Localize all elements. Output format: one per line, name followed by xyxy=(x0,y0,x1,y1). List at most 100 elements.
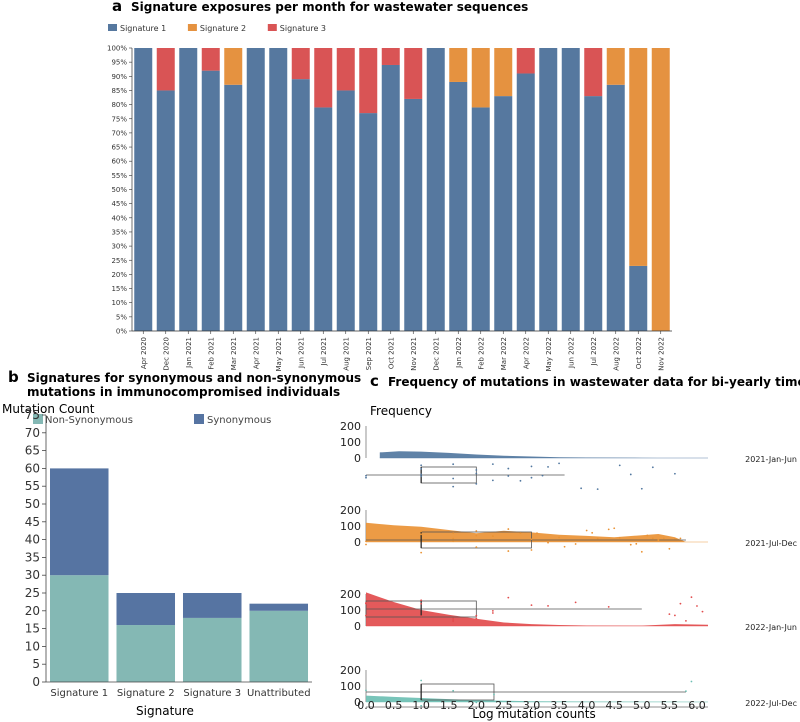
rain-point xyxy=(519,479,522,482)
bar-2-22 xyxy=(629,48,648,266)
x-tick-label: 5.0 xyxy=(633,699,651,712)
legend-label-1: Signature 1 xyxy=(120,24,166,33)
x-tick-label: Aug 2021 xyxy=(342,337,350,371)
x-tick-label: Apr 2021 xyxy=(252,337,260,369)
rain-point xyxy=(646,534,649,537)
bar-1-16 xyxy=(494,96,513,331)
y-tick-label: 100% xyxy=(107,45,127,53)
rain-point xyxy=(507,528,510,530)
rain-point xyxy=(696,605,698,607)
bar-nonsyn-2 xyxy=(182,617,242,682)
legend-label-3: Signature 3 xyxy=(280,24,326,33)
x-tick-label: Jan 2022 xyxy=(455,337,463,369)
rain-point xyxy=(475,469,478,471)
panel-c-chart: 200 100 0 2021-Jan-Jun 200 100 0 2021-Jul-Dec 20… xyxy=(340,420,797,712)
group-label: 2022-Jan-Jun xyxy=(745,623,797,632)
panel-a-label: a xyxy=(112,0,122,15)
rain-point xyxy=(640,487,643,490)
bar-syn-2 xyxy=(182,593,242,618)
rain-point xyxy=(657,538,660,541)
bar-syn-1 xyxy=(116,593,176,626)
density-area-2022-Jul-Dec xyxy=(366,695,708,702)
rain-point xyxy=(420,615,423,618)
bar-1-9 xyxy=(336,90,355,331)
bar-1-11 xyxy=(381,64,400,331)
x-tick-label: Nov 2021 xyxy=(410,337,418,371)
rain-point xyxy=(365,476,367,479)
panel-a-legend: Signature 1 Signature 2 Signature 3 xyxy=(108,24,326,33)
x-tick-label: Jul 2021 xyxy=(320,337,328,367)
x-tick-label: 2.0 xyxy=(468,699,486,712)
y-tick-label: 0 xyxy=(354,620,361,633)
y-tick-label: 40 xyxy=(25,533,40,547)
bar-1-1 xyxy=(156,90,175,331)
rain-point xyxy=(365,543,367,546)
x-tick-label: 6.0 xyxy=(688,699,706,712)
x-tick-label: 1.0 xyxy=(412,699,430,712)
rain-point xyxy=(452,619,455,622)
bar-2-16 xyxy=(494,48,513,97)
y-tick-label: 5% xyxy=(116,313,127,321)
x-tick-label: Dec 2020 xyxy=(162,337,170,371)
rain-point xyxy=(475,617,478,620)
y-tick-label: 30% xyxy=(111,243,127,251)
density-area-2021-Jul-Dec xyxy=(366,522,686,542)
x-tick-label: May 2022 xyxy=(545,337,553,372)
rain-point xyxy=(452,477,455,480)
panel-c-ylabel: Frequency xyxy=(370,404,432,418)
y-tick-label: 0 xyxy=(354,536,361,549)
rain-point xyxy=(662,537,665,540)
legend-label-2: Signature 2 xyxy=(200,24,246,33)
bar-3-3 xyxy=(201,48,220,71)
bar-nonsyn-3 xyxy=(249,610,309,682)
x-tick-label: 1.5 xyxy=(440,699,458,712)
rain-point xyxy=(475,472,478,475)
y-tick-label: 100 xyxy=(340,680,361,693)
bar-1-22 xyxy=(629,265,648,331)
bar-3-1 xyxy=(156,48,175,91)
panel-a-title: Signature exposures per month for wastew… xyxy=(131,0,528,14)
panel-b-title-line1: Signatures for synonymous and non-synony… xyxy=(27,371,361,385)
x-tick-label: Unattributed xyxy=(247,688,311,699)
rain-point xyxy=(491,609,494,612)
bar-3-8 xyxy=(314,48,333,108)
bar-1-8 xyxy=(314,107,333,332)
rain-point xyxy=(452,540,455,543)
y-tick-label: 90% xyxy=(111,73,127,81)
x-tick-label: Feb 2021 xyxy=(207,337,215,369)
panel-b-label: b xyxy=(8,368,19,386)
rain-point xyxy=(507,596,510,599)
y-tick-label: 70% xyxy=(111,129,127,137)
rain-point xyxy=(420,530,423,533)
rain-point xyxy=(613,527,616,530)
rain-point xyxy=(491,463,494,466)
bar-1-17 xyxy=(516,73,535,331)
bar-nonsyn-1 xyxy=(116,625,176,682)
rain-point xyxy=(475,482,478,485)
rain-point xyxy=(596,537,599,540)
x-tick-label: Dec 2021 xyxy=(432,337,440,371)
rain-point xyxy=(685,690,687,693)
rain-point xyxy=(452,537,455,540)
rain-point xyxy=(365,474,367,477)
x-tick-label: Jun 2021 xyxy=(297,337,305,369)
y-tick-label: 0 xyxy=(32,675,40,689)
y-tick-label: 60 xyxy=(25,461,40,475)
panel-c-xlabel: Log mutation counts xyxy=(472,707,596,721)
rain-point xyxy=(365,614,367,617)
bar-1-3 xyxy=(201,70,220,331)
bar-1-0 xyxy=(134,48,153,331)
rain-point xyxy=(452,532,455,534)
rain-point xyxy=(536,532,538,535)
rain-point xyxy=(668,613,671,616)
rain-point xyxy=(452,485,455,488)
x-tick-label: 0.5 xyxy=(385,699,403,712)
rain-point xyxy=(420,602,423,605)
x-tick-label: 4.5 xyxy=(605,699,623,712)
rain-point xyxy=(651,466,654,469)
rain-point xyxy=(541,474,544,477)
x-tick-label: Mar 2021 xyxy=(230,337,238,370)
bar-1-18 xyxy=(539,48,558,331)
panel-b-ylabel: Mutation Count xyxy=(2,402,95,416)
